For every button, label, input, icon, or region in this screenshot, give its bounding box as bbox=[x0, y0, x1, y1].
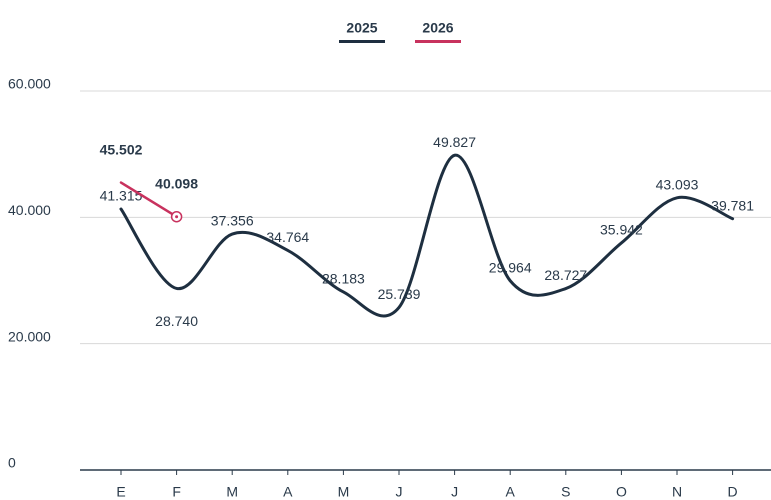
x-tick-label: D bbox=[728, 484, 738, 500]
series-line bbox=[119, 181, 178, 218]
y-tick-label: 40.000 bbox=[8, 202, 51, 218]
series-line bbox=[119, 153, 735, 318]
y-tick-label: 0 bbox=[8, 455, 16, 471]
data-label: 25.739 bbox=[378, 286, 421, 302]
data-label: 29.964 bbox=[489, 259, 532, 275]
legend-underline bbox=[339, 40, 385, 43]
legend-label: 2026 bbox=[422, 20, 453, 36]
x-tick-label: A bbox=[283, 484, 293, 500]
data-label: 37.356 bbox=[211, 213, 254, 229]
x-tick-label: E bbox=[116, 484, 125, 500]
data-label: 28.183 bbox=[322, 271, 365, 287]
x-tick-label: A bbox=[506, 484, 516, 500]
y-tick-label: 20.000 bbox=[8, 328, 51, 344]
x-tick-label: F bbox=[172, 484, 181, 500]
data-label: 49.827 bbox=[433, 134, 476, 150]
x-tick-label: M bbox=[226, 484, 238, 500]
end-marker-dot bbox=[175, 215, 179, 219]
data-label: 35.942 bbox=[600, 222, 643, 238]
legend-underline bbox=[415, 40, 461, 43]
data-label: 45.502 bbox=[100, 141, 143, 157]
x-tick-label: N bbox=[672, 484, 682, 500]
x-tick-label: O bbox=[616, 484, 627, 500]
x-tick-label: J bbox=[451, 484, 458, 500]
data-label: 34.764 bbox=[266, 229, 309, 245]
data-label: 40.098 bbox=[155, 175, 198, 191]
x-tick-label: J bbox=[396, 484, 403, 500]
x-tick-label: S bbox=[561, 484, 570, 500]
legend-label: 2025 bbox=[346, 20, 377, 36]
data-label: 28.740 bbox=[155, 313, 198, 329]
data-label: 28.727 bbox=[544, 267, 587, 283]
x-tick-label: M bbox=[338, 484, 350, 500]
data-label: 39.781 bbox=[711, 197, 754, 213]
y-tick-label: 60.000 bbox=[8, 76, 51, 92]
data-label: 41.315 bbox=[100, 188, 143, 204]
data-label: 43.093 bbox=[656, 176, 699, 192]
